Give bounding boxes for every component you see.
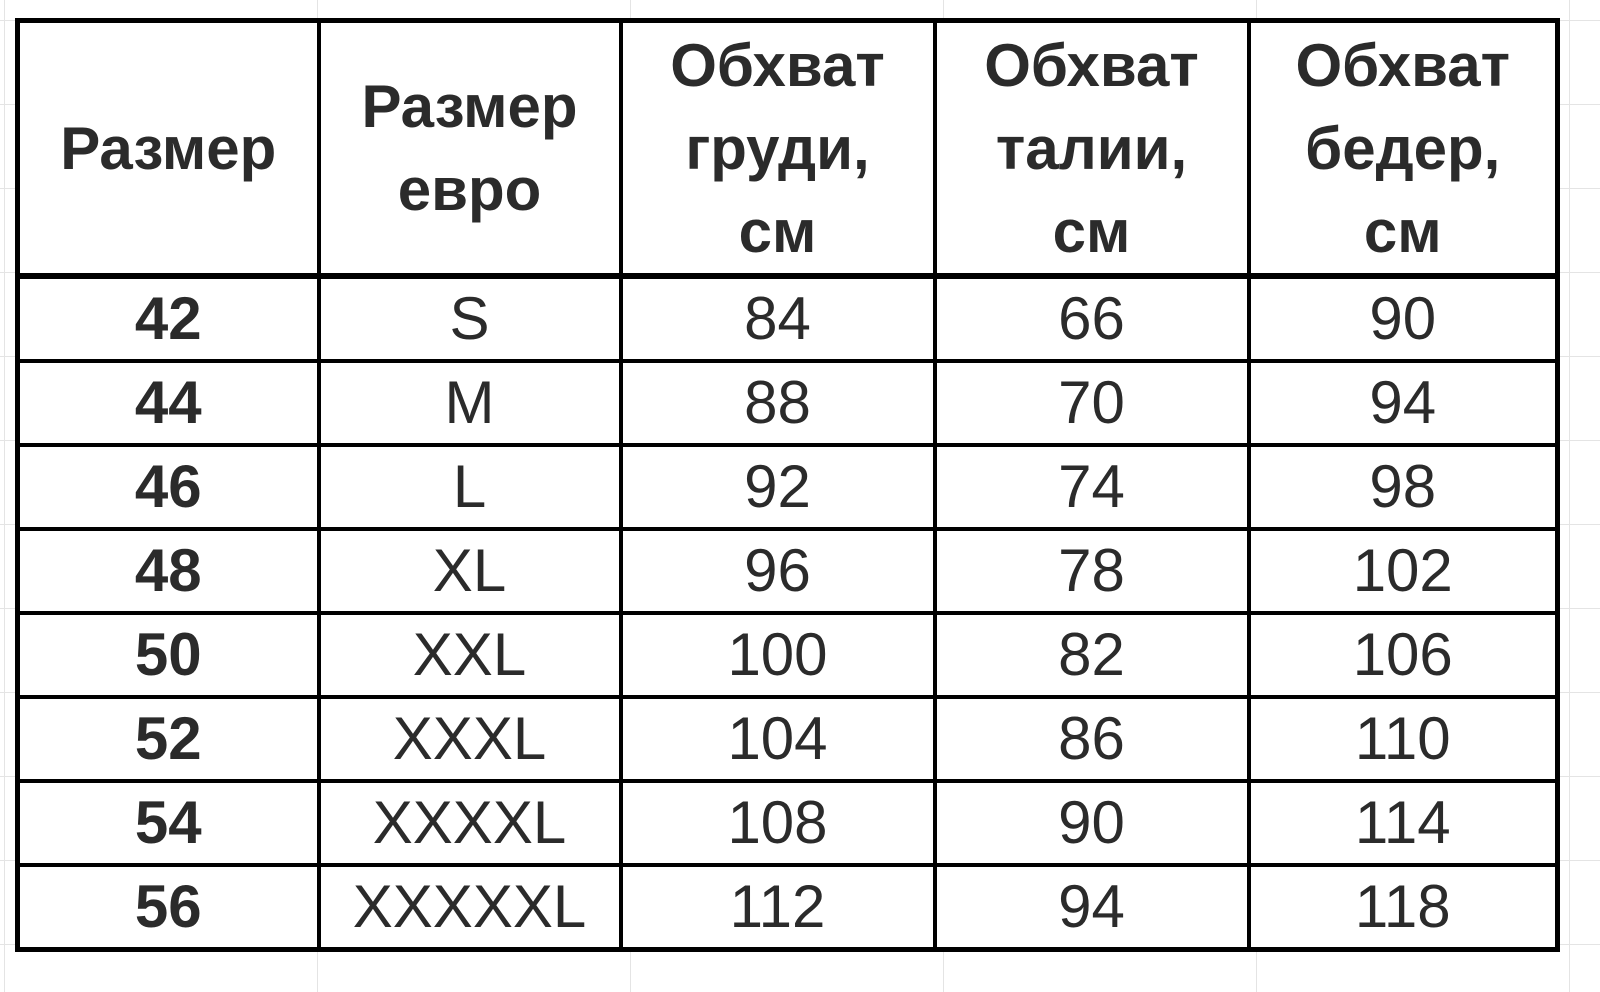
cell-euro-size: L: [316, 443, 623, 531]
header-hips: Обхват бедер, см: [1246, 18, 1560, 278]
cell-size: 44: [15, 359, 321, 447]
table-row: 48 XL 96 78 102: [15, 527, 1560, 615]
cell-euro-size: XXXXL: [316, 779, 623, 867]
cell-chest: 108: [618, 779, 937, 867]
header-size: Размер: [15, 18, 321, 278]
header-chest: Обхват груди, см: [618, 18, 937, 278]
cell-hips: 114: [1246, 779, 1560, 867]
cell-hips: 118: [1246, 863, 1560, 952]
table-row: 54 XXXXL 108 90 114: [15, 779, 1560, 867]
cell-waist: 94: [932, 863, 1251, 952]
cell-chest: 112: [618, 863, 937, 952]
cell-chest: 104: [618, 695, 937, 783]
cell-hips: 90: [1246, 274, 1560, 363]
cell-size: 50: [15, 611, 321, 699]
cell-chest: 84: [618, 274, 937, 363]
cell-euro-size: XXXL: [316, 695, 623, 783]
table-header: Размер Размер евро Обхват груди, см Обхват тали…: [15, 18, 1560, 278]
header-line: груди,: [685, 114, 870, 182]
cell-size: 42: [15, 274, 321, 363]
cell-size: 46: [15, 443, 321, 531]
header-line: см: [738, 197, 817, 265]
cell-chest: 100: [618, 611, 937, 699]
header-line: талии,: [995, 114, 1188, 182]
header-line: евро: [397, 156, 542, 223]
header-line: см: [1363, 197, 1442, 265]
cell-waist: 66: [932, 274, 1251, 363]
cell-hips: 102: [1246, 527, 1560, 615]
cell-chest: 88: [618, 359, 937, 447]
table-row: 46 L 92 74 98: [15, 443, 1560, 531]
table-row: 56 XXXXXL 112 94 118: [15, 863, 1560, 952]
cell-size: 54: [15, 779, 321, 867]
cell-size: 52: [15, 695, 321, 783]
cell-waist: 82: [932, 611, 1251, 699]
cell-waist: 86: [932, 695, 1251, 783]
size-chart-table: Размер Размер евро Обхват груди, см Обхват тали…: [15, 18, 1560, 952]
cell-euro-size: XXL: [316, 611, 623, 699]
cell-waist: 78: [932, 527, 1251, 615]
cell-euro-size: XXXXXL: [316, 863, 623, 952]
cell-euro-size: S: [316, 274, 623, 363]
table-row: 42 S 84 66 90: [15, 274, 1560, 363]
cell-waist: 74: [932, 443, 1251, 531]
cell-chest: 96: [618, 527, 937, 615]
cell-hips: 98: [1246, 443, 1560, 531]
header-waist: Обхват талии, см: [932, 18, 1251, 278]
header-line: Обхват: [984, 31, 1199, 99]
cell-euro-size: M: [316, 359, 623, 447]
cell-waist: 70: [932, 359, 1251, 447]
table-body: 42 S 84 66 90 44 M 88 70 94 46 L 92 74 98 48 XL 96 78 102 50…: [15, 274, 1560, 952]
header-line: Размер: [361, 73, 578, 140]
cell-hips: 94: [1246, 359, 1560, 447]
header-line: Размер: [60, 114, 277, 182]
header-line: бедер,: [1305, 114, 1501, 182]
cell-size: 56: [15, 863, 321, 952]
cell-hips: 106: [1246, 611, 1560, 699]
header-line: Обхват: [1295, 31, 1510, 99]
header-line: Обхват: [670, 31, 885, 99]
header-row: Размер Размер евро Обхват груди, см Обхват тали…: [15, 18, 1560, 278]
cell-chest: 92: [618, 443, 937, 531]
header-line: см: [1052, 197, 1131, 265]
table-row: 44 M 88 70 94: [15, 359, 1560, 447]
table-row: 52 XXXL 104 86 110: [15, 695, 1560, 783]
cell-euro-size: XL: [316, 527, 623, 615]
cell-hips: 110: [1246, 695, 1560, 783]
header-euro-size: Размер евро: [316, 18, 623, 278]
table-row: 50 XXL 100 82 106: [15, 611, 1560, 699]
cell-size: 48: [15, 527, 321, 615]
cell-waist: 90: [932, 779, 1251, 867]
